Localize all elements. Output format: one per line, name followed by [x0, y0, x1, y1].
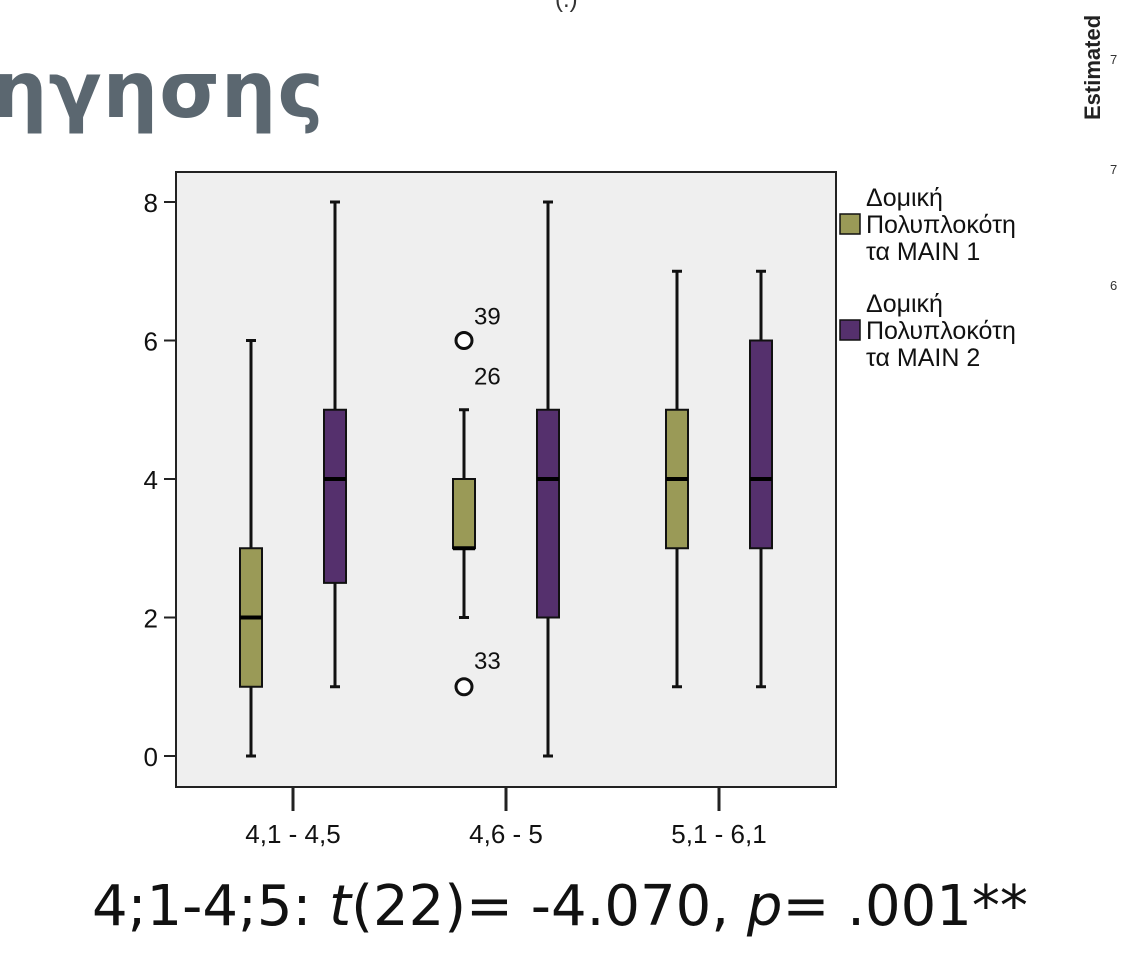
- legend-swatch: [839, 213, 861, 235]
- top-fragment: (.): [555, 0, 578, 14]
- legend-label: Πολυπλοκότη: [866, 317, 1016, 345]
- y-tick-label: 6: [144, 327, 158, 357]
- outlier-label: 26: [474, 364, 501, 391]
- box: [536, 408, 560, 619]
- x-tick-label: 4,6 - 5: [469, 819, 543, 849]
- box: [452, 478, 476, 550]
- outlier-label: 33: [474, 648, 501, 675]
- legend-label: τα MAIN 2: [866, 344, 980, 372]
- caption-p-symbol: p: [746, 874, 783, 939]
- slide-heading: ηγησης: [0, 46, 325, 136]
- caption-prefix: 4;1-4;5:: [92, 874, 330, 939]
- legend-label: Δομική: [866, 184, 943, 212]
- side-tick: 6: [1110, 278, 1118, 293]
- y-tick-label: 0: [144, 742, 158, 772]
- legend-label: τα MAIN 1: [866, 238, 980, 266]
- y-tick-label: 8: [144, 188, 158, 218]
- y-tick-label: 4: [144, 465, 158, 495]
- side-tick: 7: [1110, 162, 1118, 177]
- legend-label: Πολυπλοκότη: [866, 211, 1016, 239]
- caption-t-symbol: t: [329, 874, 352, 939]
- box: [323, 408, 347, 584]
- legend-swatch: [839, 319, 861, 341]
- outlier-label: 39: [474, 304, 501, 331]
- y-tick-label: 2: [144, 604, 158, 634]
- plot-area: [175, 171, 837, 788]
- x-tick-label: 5,1 - 6,1: [671, 819, 766, 849]
- outlier-point: [454, 331, 474, 350]
- outlier-point: [454, 677, 474, 697]
- box: [749, 339, 773, 550]
- t-test-caption: 4;1-4;5: t(22)= -4.070, p= .001**: [92, 876, 1028, 938]
- caption-p-rest: = .001**: [782, 874, 1028, 939]
- legend-label: Δομική: [866, 290, 943, 318]
- caption-t-rest: (22)= -4.070,: [351, 874, 747, 939]
- x-tick-label: 4,1 - 4,5: [245, 819, 340, 849]
- side-tick: 7: [1110, 52, 1118, 67]
